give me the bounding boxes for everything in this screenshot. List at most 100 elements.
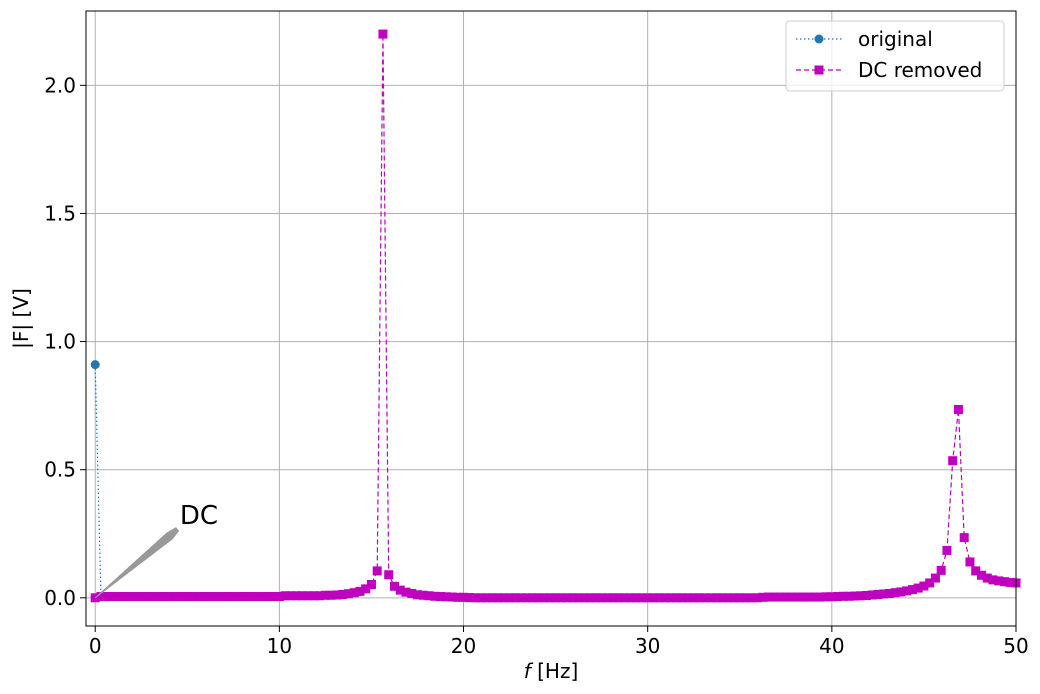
data-point — [228, 592, 238, 602]
data-point — [879, 589, 889, 599]
data-point — [585, 593, 595, 603]
data-point — [781, 592, 791, 602]
data-point — [343, 589, 353, 599]
series-line — [94, 364, 102, 598]
data-point — [723, 593, 733, 603]
data-point — [119, 592, 129, 602]
data-point — [309, 591, 319, 601]
data-point — [574, 593, 584, 603]
data-point — [211, 592, 221, 602]
grid — [86, 11, 1017, 626]
data-point — [286, 591, 296, 601]
annotation: DC — [94, 501, 218, 599]
data-point — [815, 592, 825, 602]
data-point — [614, 593, 624, 603]
data-point — [579, 593, 589, 603]
data-point — [608, 593, 618, 603]
data-point — [436, 592, 446, 602]
data-point — [107, 592, 117, 602]
data-point — [539, 593, 549, 603]
legend-label-dc-removed: DC removed — [858, 58, 982, 82]
data-point — [631, 593, 641, 603]
data-point — [620, 593, 630, 603]
data-point — [798, 592, 808, 602]
data-point — [205, 592, 215, 602]
data-point — [844, 591, 854, 601]
data-point — [683, 593, 693, 603]
data-point — [764, 592, 774, 602]
x-axis-label-symbol: f — [524, 659, 534, 683]
data-point — [269, 592, 279, 602]
data-point — [361, 584, 371, 594]
data-point — [412, 590, 422, 600]
y-tick-label: 2.0 — [44, 73, 76, 97]
data-point — [297, 591, 307, 601]
data-point — [775, 592, 785, 602]
x-axis-label: f [Hz] — [524, 659, 579, 683]
data-point — [746, 593, 756, 603]
data-point — [355, 586, 365, 596]
x-tick-label: 20 — [451, 634, 476, 658]
data-point — [907, 585, 917, 595]
data-point — [90, 360, 100, 370]
data-point — [459, 592, 469, 602]
series-line — [95, 34, 1017, 599]
data-point — [533, 593, 543, 603]
data-point — [453, 592, 463, 602]
data-point — [326, 590, 336, 600]
data-point — [741, 593, 751, 603]
data-point — [200, 592, 210, 602]
data-point — [930, 573, 940, 583]
data-point — [464, 593, 474, 603]
data-point — [925, 578, 935, 588]
series-dc-removed — [90, 29, 1021, 603]
data-point — [867, 590, 877, 600]
data-point — [948, 456, 958, 466]
series-layer — [90, 29, 1021, 603]
data-point — [902, 586, 912, 596]
data-point — [441, 592, 451, 602]
data-point — [602, 593, 612, 603]
data-point — [591, 593, 601, 603]
data-point — [838, 591, 848, 601]
data-point — [804, 592, 814, 602]
data-point — [424, 591, 434, 601]
data-point — [493, 593, 503, 603]
data-point — [821, 592, 831, 602]
data-point — [487, 593, 497, 603]
data-point — [769, 592, 779, 602]
legend-marker-original — [814, 34, 824, 44]
data-point — [976, 570, 986, 580]
data-point — [694, 593, 704, 603]
data-point — [240, 592, 250, 602]
data-point — [384, 570, 394, 580]
data-point — [787, 592, 797, 602]
data-point — [476, 593, 486, 603]
data-point — [729, 593, 739, 603]
data-point — [637, 593, 647, 603]
data-point — [999, 577, 1009, 587]
y-tick-label: 1.0 — [44, 330, 76, 354]
data-point — [510, 593, 520, 603]
data-point — [148, 592, 158, 602]
x-tick-label: 0 — [89, 634, 102, 658]
data-point — [349, 588, 359, 598]
data-point — [890, 588, 900, 598]
data-point — [378, 29, 388, 39]
annotation-text: DC — [180, 501, 218, 531]
x-axis-label-unit: [Hz] — [531, 659, 579, 683]
data-point — [556, 593, 566, 603]
data-point — [263, 592, 273, 602]
data-point — [689, 593, 699, 603]
data-point — [706, 593, 716, 603]
data-point — [810, 592, 820, 602]
x-tick-label: 30 — [635, 634, 660, 658]
data-point — [389, 581, 399, 591]
y-tick-label: 0.0 — [44, 586, 76, 610]
data-point — [551, 593, 561, 603]
data-point — [96, 592, 106, 602]
data-point — [758, 592, 768, 602]
y-axis-label: |F| [V] — [9, 288, 33, 349]
y-tick-label: 1.5 — [44, 201, 76, 225]
data-point — [982, 573, 992, 583]
